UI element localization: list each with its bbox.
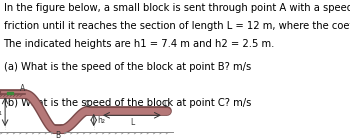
Text: h₂: h₂ xyxy=(97,116,105,125)
Text: L: L xyxy=(130,118,134,127)
Text: (b) What is the speed of the block at point C? m/s: (b) What is the speed of the block at po… xyxy=(4,98,251,108)
Text: C: C xyxy=(85,100,90,109)
Text: (a) What is the speed of the block at point B? m/s: (a) What is the speed of the block at po… xyxy=(4,62,251,72)
Text: h₁: h₁ xyxy=(0,108,2,117)
Bar xyxy=(7,92,13,94)
Text: friction until it reaches the section of length L = 12 m, where the coefficient : friction until it reaches the section of… xyxy=(4,21,350,31)
Text: The indicated heights are h1 = 7.4 m and h2 = 2.5 m.: The indicated heights are h1 = 7.4 m and… xyxy=(4,39,275,49)
Text: In the figure below, a small block is sent through point A with a speed of 9.5 m: In the figure below, a small block is se… xyxy=(4,3,350,13)
Text: B: B xyxy=(55,131,60,140)
Text: A: A xyxy=(20,84,25,93)
Text: D: D xyxy=(163,100,169,109)
